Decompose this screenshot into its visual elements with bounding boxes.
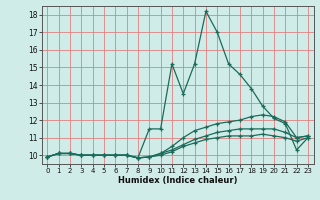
X-axis label: Humidex (Indice chaleur): Humidex (Indice chaleur): [118, 176, 237, 185]
